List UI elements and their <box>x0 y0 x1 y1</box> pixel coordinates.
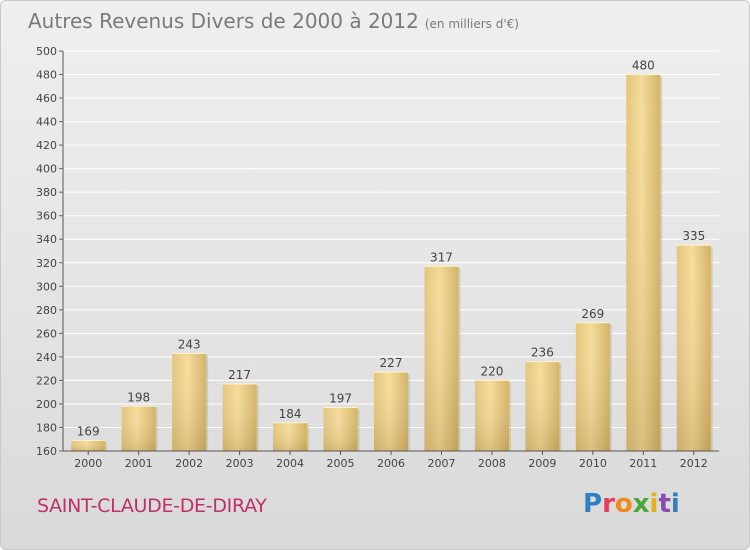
data-label: 480 <box>632 59 655 73</box>
x-tick-label: 2002 <box>175 457 203 470</box>
town-name: SAINT-CLAUDE-DE-DIRAY <box>37 495 267 517</box>
data-label: 198 <box>127 390 150 404</box>
bar-shade <box>475 380 509 451</box>
bar-shade <box>172 353 206 451</box>
logo-letter: P <box>583 489 602 519</box>
x-tick-label: 2007 <box>427 457 455 470</box>
x-tick-label: 2009 <box>528 457 556 470</box>
data-label: 227 <box>380 356 403 370</box>
bar-shade <box>273 423 307 451</box>
bar-shade <box>122 406 156 451</box>
data-label: 220 <box>480 364 503 378</box>
data-label: 217 <box>228 368 251 382</box>
x-tick-label: 2006 <box>377 457 405 470</box>
data-label: 243 <box>178 337 201 351</box>
data-label: 169 <box>77 424 100 438</box>
data-label: 335 <box>682 229 705 243</box>
bar-shade <box>374 372 408 451</box>
y-tick-label: 360 <box>36 210 57 223</box>
bar-shade <box>71 440 105 451</box>
logo-letter: x <box>633 489 650 519</box>
bar-shade <box>424 266 458 451</box>
data-label: 269 <box>581 307 604 321</box>
y-tick-label: 160 <box>36 445 57 458</box>
x-tick-label: 2001 <box>125 457 153 470</box>
y-tick-label: 260 <box>36 327 57 340</box>
y-tick-label: 240 <box>36 351 57 364</box>
bar-shade <box>626 75 660 451</box>
bar-shade <box>324 407 358 451</box>
proxiti-logo: Proxiti <box>583 489 680 519</box>
y-tick-label: 460 <box>36 92 57 105</box>
y-tick-label: 440 <box>36 116 57 129</box>
y-tick-label: 500 <box>36 45 57 58</box>
logo-letter: r <box>602 489 615 519</box>
y-tick-label: 220 <box>36 374 57 387</box>
x-tick-label: 2003 <box>226 457 254 470</box>
y-tick-label: 200 <box>36 398 57 411</box>
data-label: 197 <box>329 391 352 405</box>
y-tick-label: 320 <box>36 257 57 270</box>
data-label: 236 <box>531 346 554 360</box>
y-tick-label: 180 <box>36 421 57 434</box>
y-tick-label: 340 <box>36 233 57 246</box>
logo-letter: t <box>658 489 670 519</box>
data-label: 184 <box>279 407 302 421</box>
bar-shade <box>576 323 610 451</box>
bar-shade <box>525 362 559 451</box>
y-tick-label: 400 <box>36 163 57 176</box>
x-tick-label: 2005 <box>327 457 355 470</box>
logo-letter: o <box>615 489 633 519</box>
x-tick-label: 2004 <box>276 457 304 470</box>
x-tick-label: 2010 <box>579 457 607 470</box>
x-tick-label: 2011 <box>629 457 657 470</box>
bars-layer: 169 198 243 217 184 197 227 317 220 236 269 480 335 <box>71 59 713 451</box>
x-tick-label: 2008 <box>478 457 506 470</box>
x-tick-label: 2012 <box>680 457 708 470</box>
logo-letter: i <box>671 489 680 519</box>
y-tick-label: 420 <box>36 139 57 152</box>
x-tick-label: 2000 <box>74 457 102 470</box>
data-label: 317 <box>430 250 453 264</box>
bar-shade <box>223 384 257 451</box>
y-tick-label: 480 <box>36 69 57 82</box>
y-tick-label: 380 <box>36 186 57 199</box>
y-tick-label: 300 <box>36 280 57 293</box>
y-tick-label: 280 <box>36 304 57 317</box>
bar-shade <box>677 245 711 451</box>
